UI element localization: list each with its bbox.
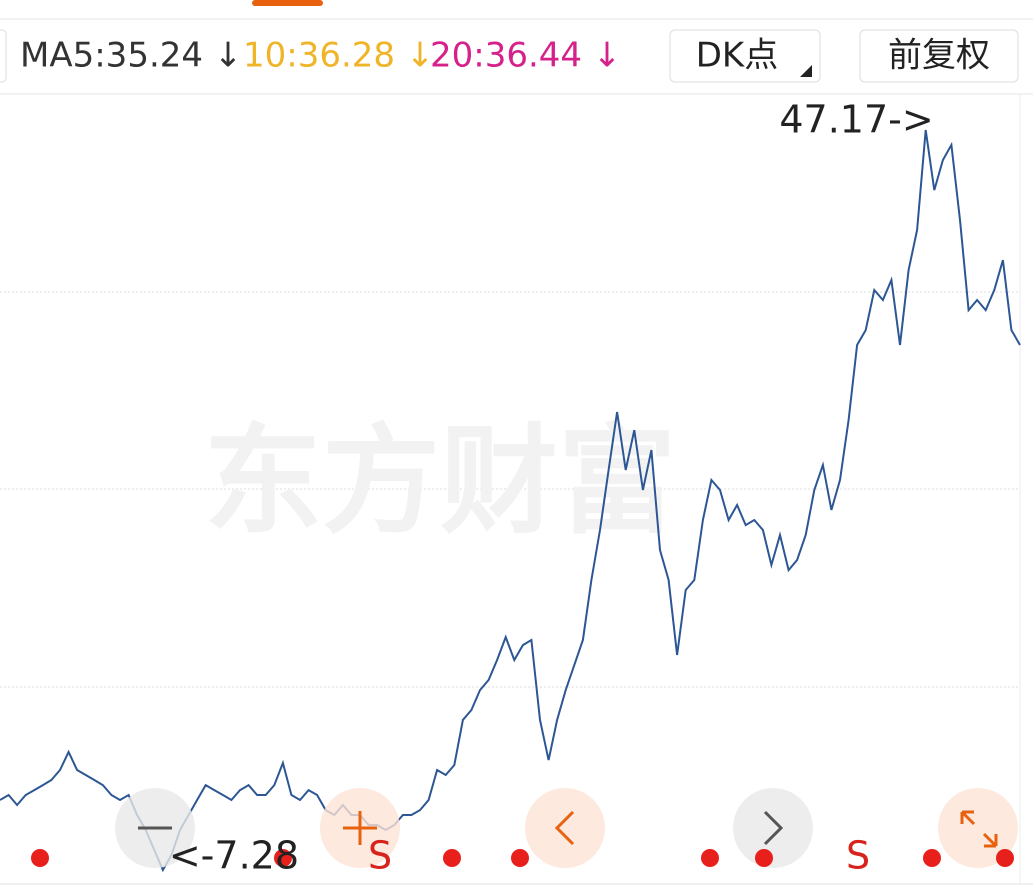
button-label: DK点	[696, 36, 778, 76]
button-label: 前复权	[888, 36, 990, 76]
expand-icon	[960, 810, 998, 848]
signal-dots	[31, 849, 1014, 867]
button-frame	[859, 29, 1019, 83]
signal-dot	[274, 849, 292, 867]
plus-icon	[343, 811, 377, 845]
ma10-label: 10:36.28 ↓	[243, 36, 434, 76]
active-tab-indicator	[252, 0, 323, 6]
button-circle	[938, 788, 1018, 868]
watermark: 东方财富	[204, 412, 676, 550]
left-icon	[554, 810, 575, 846]
next-button[interactable]	[733, 788, 813, 868]
sell-marker: S	[846, 834, 870, 878]
ma5-label: MA5:35.24 ↓	[20, 36, 242, 76]
dropdown-triangle	[800, 65, 812, 77]
zoom-out-button[interactable]	[115, 788, 195, 868]
prev-button[interactable]	[525, 788, 605, 868]
signal-dot	[755, 849, 773, 867]
button-circle	[733, 788, 813, 868]
button-frame	[669, 29, 821, 83]
max-annotation: 47.17->	[779, 98, 933, 142]
min-annotation: <-7.28	[169, 834, 299, 878]
signal-dot	[31, 849, 49, 867]
fullscreen-button[interactable]	[938, 788, 1018, 868]
signal-dot	[923, 849, 941, 867]
right-icon	[763, 810, 784, 846]
sell-marker: S	[368, 834, 392, 878]
signal-dot	[511, 849, 529, 867]
zoom-in-button[interactable]	[320, 788, 400, 868]
left-box	[0, 29, 7, 83]
ma20-label: 20:36.44 ↓	[430, 36, 621, 76]
signal-dot	[443, 849, 461, 867]
button-circle	[525, 788, 605, 868]
signal-dot	[996, 849, 1014, 867]
dk-button[interactable]: DK点	[669, 29, 821, 83]
adjust-button[interactable]: 前复权	[859, 29, 1019, 83]
signal-dot	[701, 849, 719, 867]
